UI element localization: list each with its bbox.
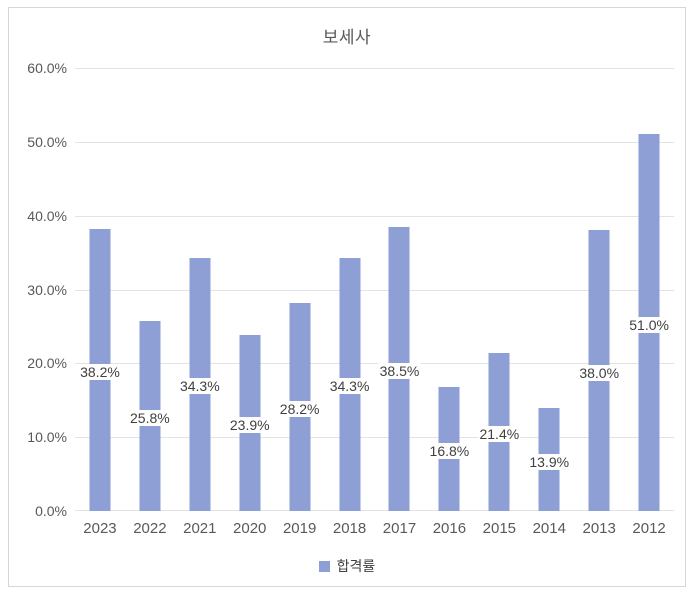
bar-value-label-2014: 13.9% xyxy=(528,453,571,470)
x-axis-label-2014: 2014 xyxy=(532,520,566,537)
bar-cell-2012: 51.0% xyxy=(624,68,674,511)
x-axis-label-2016: 2016 xyxy=(432,520,467,537)
x-axis-label-2019: 2019 xyxy=(282,520,317,537)
y-axis-label: 30.0% xyxy=(27,281,67,298)
plot-area xyxy=(75,68,674,511)
bar-value-label-2013: 38.0% xyxy=(578,364,621,381)
chart-title: 보세사 xyxy=(322,28,372,47)
bar-cell-2023: 38.2% xyxy=(75,68,125,511)
legend: 합격률 xyxy=(9,556,685,576)
bar-value-label-2020: 23.9% xyxy=(228,416,271,433)
bar-cell-2013: 38.0% xyxy=(574,68,624,511)
gridline xyxy=(75,290,674,291)
x-axis-label-2013: 2013 xyxy=(582,520,616,537)
bar-value-label-2021: 34.3% xyxy=(178,378,221,395)
x-axis-label-2015: 2015 xyxy=(482,520,517,537)
bar-value-label-2019: 28.2% xyxy=(278,400,321,417)
y-axis-label: 40.0% xyxy=(27,207,67,224)
bar-value-label-2015: 21.4% xyxy=(478,426,521,442)
bar-value-label-2022: 25.8% xyxy=(129,409,171,426)
x-axis-label-2017: 2017 xyxy=(382,520,417,537)
bar-value-label-2018: 34.3% xyxy=(328,378,371,395)
bar-cell-2019: 28.2% xyxy=(275,68,325,511)
x-axis-label-2018: 2018 xyxy=(332,520,367,537)
gridline xyxy=(75,68,674,69)
x-axis-label-2020: 2020 xyxy=(233,520,267,537)
bar-value-label-2017: 38.5% xyxy=(378,362,421,379)
bar-value-label-2016: 16.8% xyxy=(428,443,471,459)
bar-cell-2017: 38.5% xyxy=(375,68,425,511)
bar-value-label-2023: 38.2% xyxy=(79,364,121,380)
legend-label: 합격률 xyxy=(336,558,376,574)
gridline xyxy=(75,216,674,217)
bar-cell-2014: 13.9% xyxy=(524,68,574,511)
x-axis-label-2021: 2021 xyxy=(183,520,217,537)
bars-row: 38.2% 25.8% 34.3% 23.9% 28.2% 34.3% 38.5% 16.8%… xyxy=(75,68,674,511)
y-axis-label: 0.0% xyxy=(35,503,67,519)
y-axis-label: 20.0% xyxy=(27,355,67,372)
chart-card: 보세사 0.0% 10.0% 20.0% 30.0% 40.0% 50.0% 60.0% 3… xyxy=(8,7,686,587)
gridline xyxy=(75,142,674,143)
bar-cell-2015: 21.4% xyxy=(474,68,524,511)
bar-value-label-2012: 51.0% xyxy=(628,316,670,333)
gridline xyxy=(75,510,674,511)
y-axis-label: 60.0% xyxy=(27,60,67,76)
gridline xyxy=(75,437,674,438)
y-axis-label: 10.0% xyxy=(27,429,67,446)
bar-cell-2020: 23.9% xyxy=(225,68,275,511)
y-axis-label: 50.0% xyxy=(27,133,67,150)
bar-cell-2021: 34.3% xyxy=(175,68,225,511)
x-axis-label-2012: 2012 xyxy=(632,520,666,537)
bar-cell-2018: 34.3% xyxy=(325,68,375,511)
gridline xyxy=(75,363,674,364)
x-axis-label-2022: 2022 xyxy=(133,520,167,537)
x-axis: 2023 2022 2021 2020 2019 2018 2017 2016 2015 2014… xyxy=(75,520,674,537)
bar-cell-2022: 25.8% xyxy=(125,68,175,511)
bar-cell-2016: 16.8% xyxy=(424,68,474,511)
legend-swatch-icon xyxy=(318,560,330,572)
x-axis-label-2023: 2023 xyxy=(83,520,117,537)
